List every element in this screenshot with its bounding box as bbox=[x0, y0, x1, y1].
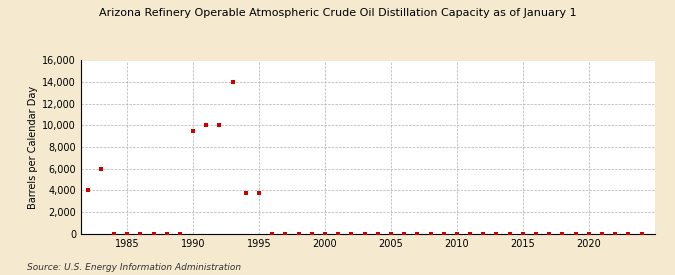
Point bbox=[385, 232, 396, 236]
Point bbox=[425, 232, 436, 236]
Point bbox=[438, 232, 449, 236]
Point bbox=[452, 232, 462, 236]
Point bbox=[306, 232, 317, 236]
Point bbox=[346, 232, 357, 236]
Point bbox=[254, 190, 265, 195]
Point bbox=[122, 232, 132, 236]
Point bbox=[188, 129, 198, 133]
Point bbox=[478, 232, 489, 236]
Point bbox=[570, 232, 581, 236]
Point bbox=[214, 123, 225, 128]
Point bbox=[280, 232, 291, 236]
Point bbox=[82, 188, 93, 192]
Point bbox=[109, 232, 119, 236]
Point bbox=[201, 123, 212, 128]
Point bbox=[399, 232, 410, 236]
Point bbox=[373, 232, 383, 236]
Point bbox=[531, 232, 541, 236]
Point bbox=[491, 232, 502, 236]
Y-axis label: Barrels per Calendar Day: Barrels per Calendar Day bbox=[28, 86, 38, 209]
Point bbox=[583, 232, 594, 236]
Point bbox=[175, 232, 186, 236]
Point bbox=[557, 232, 568, 236]
Point bbox=[267, 232, 277, 236]
Point bbox=[148, 232, 159, 236]
Point bbox=[504, 232, 515, 236]
Point bbox=[319, 232, 330, 236]
Point bbox=[240, 190, 251, 195]
Text: Source: U.S. Energy Information Administration: Source: U.S. Energy Information Administ… bbox=[27, 263, 241, 272]
Point bbox=[464, 232, 475, 236]
Point bbox=[161, 232, 172, 236]
Point bbox=[95, 167, 106, 171]
Point bbox=[333, 232, 344, 236]
Point bbox=[597, 232, 608, 236]
Point bbox=[623, 232, 634, 236]
Point bbox=[544, 232, 555, 236]
Point bbox=[135, 232, 146, 236]
Point bbox=[610, 232, 620, 236]
Point bbox=[636, 232, 647, 236]
Text: Arizona Refinery Operable Atmospheric Crude Oil Distillation Capacity as of Janu: Arizona Refinery Operable Atmospheric Cr… bbox=[99, 8, 576, 18]
Point bbox=[227, 80, 238, 84]
Point bbox=[518, 232, 529, 236]
Point bbox=[412, 232, 423, 236]
Point bbox=[293, 232, 304, 236]
Point bbox=[359, 232, 370, 236]
